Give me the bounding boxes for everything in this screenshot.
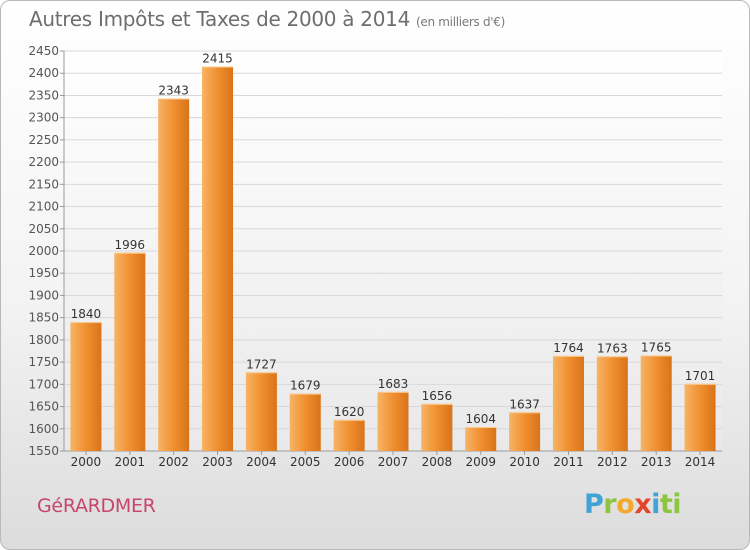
bar-2011: [552, 355, 584, 451]
proxiti-logo: Proxiti: [584, 489, 682, 520]
bar-2008: [421, 403, 453, 451]
commune-name: GéRARDMER: [37, 495, 156, 517]
bar-2007: [377, 391, 409, 451]
x-tick-label: 2009: [465, 455, 496, 469]
y-tick-label: 2150: [28, 177, 59, 191]
bar-value-label: 1764: [553, 341, 584, 355]
bar-value-label: 1604: [465, 412, 496, 426]
y-tick-label: 2100: [28, 200, 59, 214]
x-tick-label: 2006: [334, 455, 365, 469]
y-tick-label: 1550: [28, 444, 59, 458]
logo-letter-p: P: [584, 489, 604, 520]
chart-title-text: Autres Impôts et Taxes de 2000 à 2014: [29, 7, 410, 31]
logo-letter-x: x: [634, 489, 652, 520]
x-tick-label: 2010: [509, 455, 540, 469]
y-tick-label: 2400: [28, 66, 59, 80]
bar-value-label: 1765: [641, 340, 672, 354]
y-tick-label: 1800: [28, 333, 59, 347]
bar-2001: [114, 252, 146, 451]
y-tick-label: 1900: [28, 288, 59, 302]
y-tick-label: 2000: [28, 244, 59, 258]
bar-value-label: 1996: [115, 238, 146, 252]
bar-value-label: 1637: [509, 397, 540, 411]
bar-2009: [465, 427, 497, 451]
y-tick-label: 1700: [28, 377, 59, 391]
x-tick-label: 2011: [553, 455, 584, 469]
x-tick-label: 2005: [290, 455, 321, 469]
bar-value-label: 1840: [71, 307, 102, 321]
bar-value-label: 1656: [422, 389, 453, 403]
x-tick-label: 2013: [641, 455, 672, 469]
x-tick-label: 2001: [115, 455, 146, 469]
y-tick-label: 1750: [28, 355, 59, 369]
chart-unit: (en milliers d'€): [416, 15, 506, 29]
y-tick-label: 2200: [28, 155, 59, 169]
y-tick-label: 2450: [28, 44, 59, 58]
x-tick-label: 2000: [71, 455, 102, 469]
x-tick-label: 2002: [158, 455, 189, 469]
x-tick-label: 2008: [422, 455, 453, 469]
bar-value-label: 1620: [334, 405, 365, 419]
bar-value-label: 2343: [158, 84, 189, 98]
bar-2000: [70, 322, 102, 451]
bar-2013: [640, 355, 672, 451]
x-tick-label: 2004: [246, 455, 277, 469]
bar-2012: [596, 356, 628, 451]
bar-value-label: 1727: [246, 357, 277, 371]
x-tick-label: 2007: [378, 455, 409, 469]
bar-2003: [202, 66, 234, 452]
y-tick-label: 2300: [28, 111, 59, 125]
y-tick-label: 2350: [28, 88, 59, 102]
chart-title: Autres Impôts et Taxes de 2000 à 2014 (en…: [29, 7, 505, 31]
bar-value-label: 1763: [597, 341, 628, 355]
y-tick-label: 2250: [28, 133, 59, 147]
logo-letter-i: i: [651, 489, 660, 520]
logo-letter-o: o: [616, 489, 635, 520]
bar-2002: [158, 98, 190, 452]
bar-value-label: 1701: [685, 369, 716, 383]
bar-value-label: 2415: [202, 52, 233, 66]
bar-2010: [509, 412, 541, 451]
bar-2006: [333, 419, 365, 451]
x-tick-label: 2014: [685, 455, 716, 469]
x-tick-label: 2012: [597, 455, 628, 469]
y-tick-label: 2050: [28, 222, 59, 236]
y-tick-label: 1950: [28, 266, 59, 280]
y-tick-label: 1850: [28, 311, 59, 325]
bar-2005: [289, 393, 321, 451]
x-tick-label: 2003: [202, 455, 233, 469]
logo-letters-ti: ti: [659, 489, 682, 520]
logo-letter-r: r: [603, 489, 617, 520]
bar-2014: [684, 383, 716, 451]
y-tick-label: 1600: [28, 422, 59, 436]
bar-2004: [245, 372, 277, 451]
bar-value-label: 1679: [290, 379, 321, 393]
bar-value-label: 1683: [378, 377, 409, 391]
y-tick-label: 1650: [28, 400, 59, 414]
